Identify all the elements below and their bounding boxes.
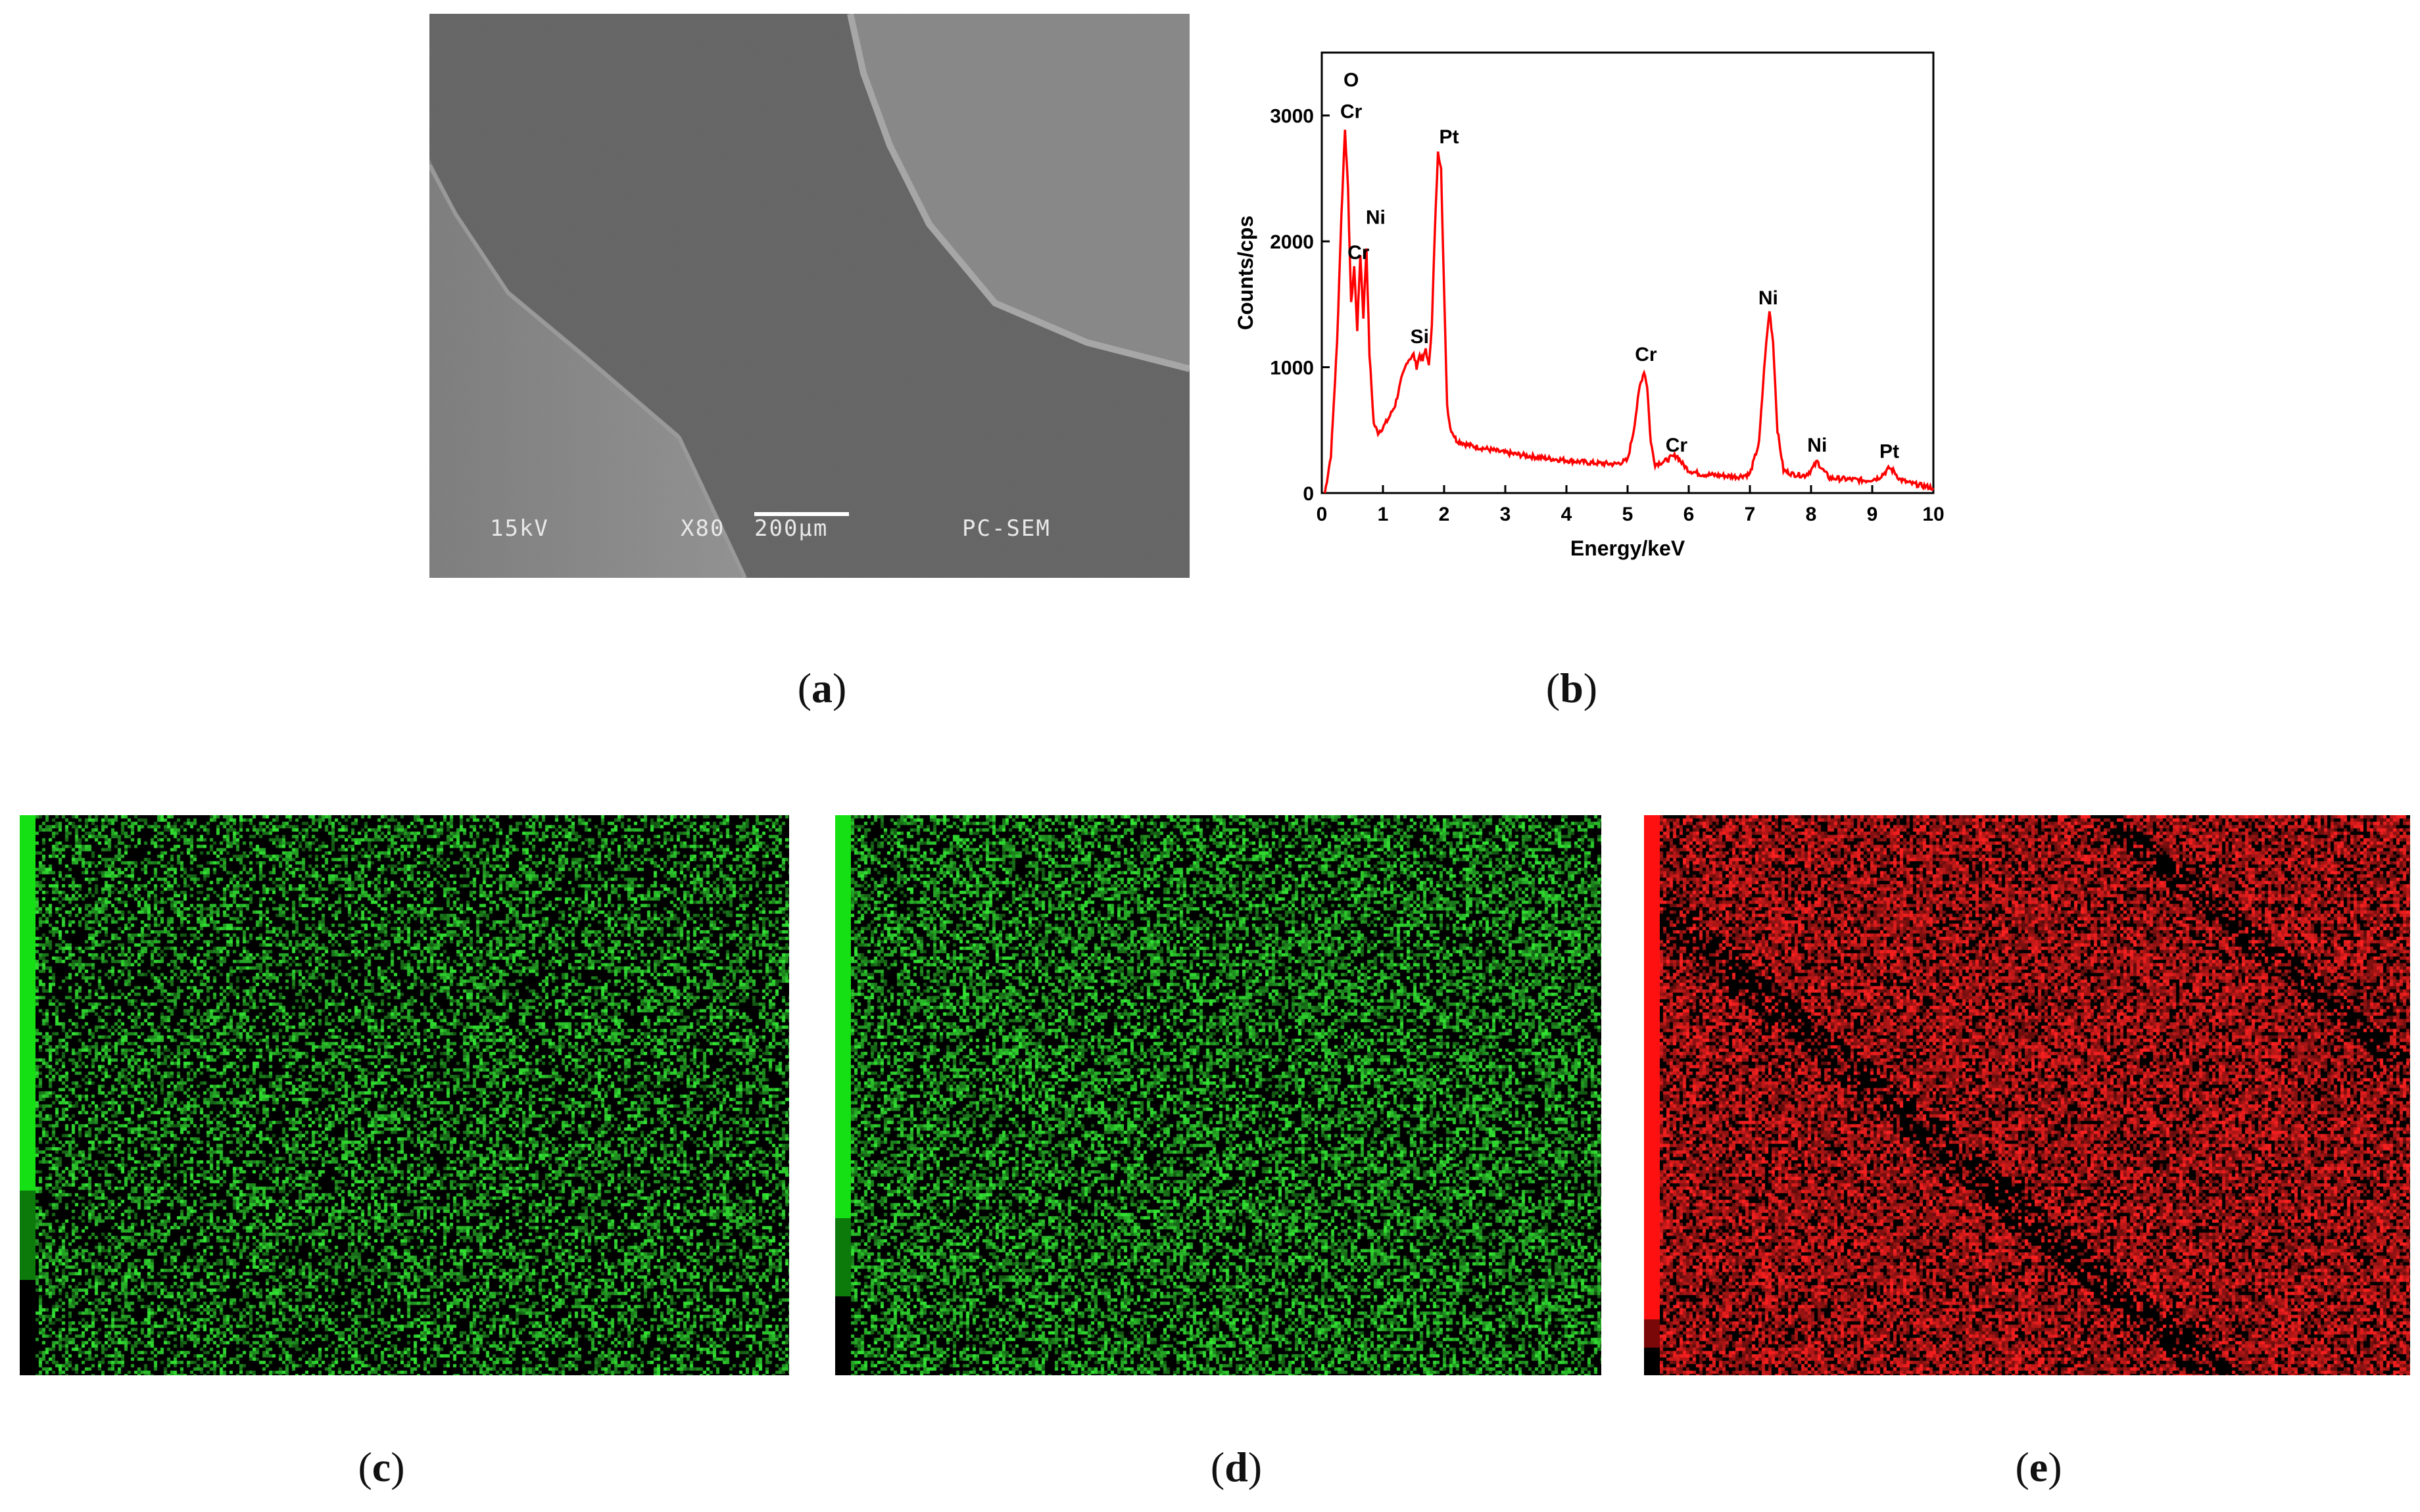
sem-magnification-label: X80 — [681, 515, 725, 542]
y-tick-label: 3000 — [1270, 106, 1314, 128]
peak-label: Cr — [1666, 435, 1688, 456]
y-tick-label: 0 — [1303, 483, 1314, 505]
peak-label: Ni — [1758, 287, 1778, 309]
x-tick-label: 1 — [1378, 504, 1389, 525]
caption-e: (e) — [2015, 1444, 2062, 1490]
intensity-bar-segment — [20, 815, 36, 1191]
peak-label: Cr — [1635, 344, 1657, 366]
elemental-map-d — [835, 815, 1601, 1375]
plot-frame — [1320, 51, 1935, 494]
sem-micrograph: 15kV X80 200µm PC-SEM — [429, 14, 1190, 578]
x-tick-label: 10 — [1922, 504, 1944, 525]
intensity-bar-segment — [1644, 815, 1660, 1319]
intensity-bar-segment — [1644, 1319, 1660, 1348]
intensity-scale-bar-c — [20, 815, 36, 1375]
x-tick-label: 5 — [1622, 504, 1634, 525]
peak-label: Cr — [1340, 101, 1363, 123]
peak-label: O — [1343, 70, 1359, 91]
intensity-scale-bar-d — [835, 815, 851, 1375]
y-tick-label: 1000 — [1270, 358, 1314, 379]
peak-label: Cr — [1347, 242, 1370, 264]
x-axis-label: Energy/keV — [1570, 536, 1685, 560]
x-tick-label: 3 — [1500, 504, 1511, 525]
elemental-map-c — [20, 815, 789, 1375]
y-tick-label: 2000 — [1270, 231, 1314, 253]
peak-label: Ni — [1366, 206, 1386, 228]
peak-label: Pt — [1879, 440, 1899, 462]
map-pixels-d — [835, 815, 1601, 1375]
sem-voltage-label: 15kV — [490, 515, 549, 542]
map-pixels-c — [20, 815, 789, 1375]
x-tick-label: 0 — [1317, 504, 1328, 525]
intensity-bar-segment — [20, 1191, 36, 1280]
y-axis-label: Counts/cps — [1234, 216, 1257, 330]
sem-mode-label: PC-SEM — [962, 515, 1051, 542]
intensity-bar-segment — [835, 1296, 851, 1375]
caption-b: (b) — [1545, 665, 1598, 711]
x-tick-label: 6 — [1683, 504, 1695, 525]
elemental-map-e — [1644, 815, 2410, 1375]
sem-scale-label: 200µm — [754, 515, 829, 542]
sem-image — [429, 14, 1190, 578]
caption-a: (a) — [797, 665, 847, 711]
x-tick-label: 2 — [1439, 504, 1450, 525]
intensity-bar-segment — [835, 815, 851, 1218]
x-tick-label: 7 — [1745, 504, 1756, 525]
x-tick-label: 8 — [1806, 504, 1817, 525]
caption-c: (c) — [358, 1444, 405, 1490]
intensity-bar-segment — [835, 1218, 851, 1296]
intensity-bar-segment — [1644, 1348, 1660, 1375]
peak-label: Pt — [1439, 126, 1459, 148]
x-tick-label: 9 — [1867, 504, 1878, 525]
spectrum-series-line — [1323, 130, 1935, 494]
peak-label: Si — [1411, 326, 1429, 348]
peak-label: Ni — [1807, 435, 1827, 456]
map-pixels-e — [1644, 815, 2410, 1375]
intensity-bar-segment — [20, 1280, 36, 1375]
intensity-scale-bar-e — [1644, 815, 1660, 1375]
caption-d: (d) — [1210, 1444, 1263, 1490]
eds-spectrum-chart: 0 1 2 3 4 5 6 7 8 9 10 0 1000 2000 3000 O Cr Pt Ni Cr Si Cr C… — [1223, 39, 1979, 579]
x-tick-label: 4 — [1561, 504, 1572, 525]
scale-bar — [754, 512, 849, 516]
